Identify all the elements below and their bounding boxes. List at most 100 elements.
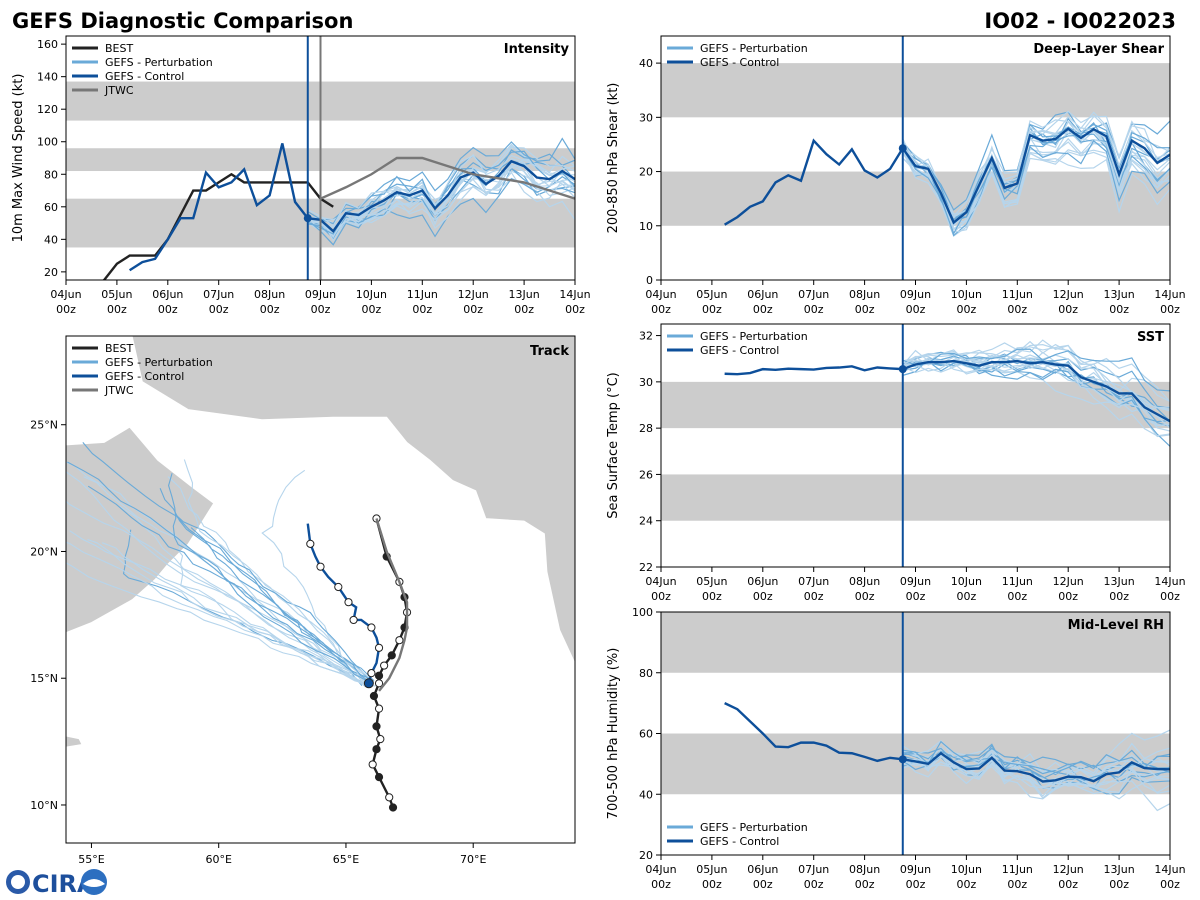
x-tick-label: 07Jun [203, 288, 234, 301]
y-axis-label: 700-500 hPa Humidity (%) [606, 648, 621, 820]
x-tick-label: 00z [804, 590, 824, 603]
y-tick-label: 10°N [30, 799, 58, 812]
x-tick-label: 00z [158, 303, 178, 316]
x-tick-label: 00z [1160, 590, 1180, 603]
perturbation-line [902, 360, 1170, 423]
track-point [374, 679, 384, 688]
x-tick-label: 12Jun [1053, 288, 1084, 301]
x-tick-label: 55°E [78, 853, 104, 866]
legend-label-best: BEST [105, 342, 133, 355]
track-best [371, 682, 395, 808]
x-tick-label: 04Jun [645, 863, 676, 876]
perturbation-track [87, 485, 368, 682]
track-point [306, 539, 315, 548]
panel-title: SST [1137, 330, 1164, 345]
x-tick-label: 05Jun [696, 575, 727, 588]
perturbation-track [66, 500, 371, 686]
perturbation-line [902, 349, 1170, 410]
x-tick-label: 04Jun [50, 288, 81, 301]
perturbation-track [66, 562, 366, 688]
x-tick-label: 00z [209, 303, 229, 316]
perturbation-track [82, 442, 363, 687]
x-tick-label: 12Jun [1053, 863, 1084, 876]
perturbation-track [190, 527, 373, 684]
track-point [376, 734, 385, 744]
y-tick-label: 30 [639, 111, 653, 124]
init-marker [303, 214, 312, 223]
x-tick-label: 00z [1058, 303, 1078, 316]
x-tick-label: 00z [702, 303, 722, 316]
panels: 2040608010012014016004Jun00z05Jun00z06Ju… [11, 35, 1186, 891]
x-tick-label: 00z [1058, 878, 1078, 891]
x-tick-label: 00z [311, 303, 331, 316]
x-tick-label: 00z [56, 303, 76, 316]
perturbation-line [902, 344, 1170, 411]
x-tick-label: 10Jun [951, 863, 982, 876]
y-tick-label: 20 [639, 166, 653, 179]
perturbation-track [66, 541, 366, 681]
x-tick-label: 00z [1058, 590, 1078, 603]
legend-label-perturbation: GEFS - Perturbation [700, 42, 808, 55]
panel-deep-layer-shear: 0 10 20 30 40 04Jun 00z 05Jun 00z 06Jun 00z 07Jun 00… [606, 35, 1186, 316]
track-point [374, 671, 384, 680]
perturbation-line [902, 359, 1170, 422]
x-tick-label: 60°E [205, 853, 231, 866]
x-tick-label: 06Jun [152, 288, 183, 301]
panel-sst: 22 24 26 28 30 32 04Jun 00z 05Jun 00z 06Jun 00z 07Ju… [606, 323, 1186, 603]
land-polygon [131, 336, 575, 664]
x-tick-label: 00z [1007, 590, 1027, 603]
track-point [380, 661, 389, 670]
track-point [388, 803, 398, 812]
y-tick-label: 120 [37, 103, 58, 116]
cira-logo: CIRA [6, 869, 107, 898]
y-tick-label: 40 [44, 233, 58, 246]
y-tick-label: 25°N [30, 419, 58, 432]
x-tick-label: 08Jun [849, 288, 880, 301]
x-tick-label: 05Jun [101, 288, 132, 301]
perturbation-line [307, 162, 575, 239]
legend-label-perturbation: GEFS - Perturbation [700, 330, 808, 343]
y-tick-label: 32 [639, 330, 653, 343]
x-tick-label: 00z [1007, 303, 1027, 316]
map-frame [65, 335, 576, 844]
perturbation-track [119, 505, 371, 684]
x-tick-label: 04Jun [645, 575, 676, 588]
perturbation-track [66, 471, 363, 685]
x-tick-label: 14Jun [1154, 288, 1185, 301]
x-tick-label: 14Jun [559, 288, 590, 301]
track-point [374, 772, 384, 782]
x-tick-label: 00z [702, 590, 722, 603]
threshold-band [661, 474, 1170, 521]
x-tick-label: 11Jun [1002, 288, 1033, 301]
series-gefs-control [724, 359, 1170, 423]
track-point [369, 691, 379, 701]
track-point [374, 704, 384, 713]
threshold-band [661, 171, 1170, 226]
perturbation-line [902, 348, 1170, 392]
y-tick-label: 20 [44, 266, 58, 279]
legend-label-control: GEFS - Control [700, 835, 779, 848]
x-tick-label: 00z [957, 878, 977, 891]
x-tick-label: 09Jun [900, 863, 931, 876]
x-tick-label: 14Jun [1154, 575, 1185, 588]
perturbation-line [307, 158, 575, 234]
y-tick-label: 140 [37, 71, 58, 84]
legend-label-control: GEFS - Control [105, 70, 184, 83]
x-tick-label: 05Jun [696, 863, 727, 876]
threshold-band [661, 63, 1170, 118]
x-tick-label: 65°E [333, 853, 359, 866]
y-tick-label: 160 [37, 38, 58, 51]
track-point [367, 669, 376, 678]
x-tick-label: 00z [651, 303, 671, 316]
y-axis-label: 10m Max Wind Speed (kt) [11, 74, 26, 243]
legend-label-jtwc: JTWC [104, 84, 134, 97]
x-tick-label: 00z [702, 878, 722, 891]
x-tick-label: 00z [651, 878, 671, 891]
x-tick-label: 00z [804, 303, 824, 316]
y-tick-label: 100 [632, 606, 653, 619]
x-tick-label: 07Jun [798, 288, 829, 301]
legend-label-control: GEFS - Control [105, 370, 184, 383]
perturbation-track [83, 476, 371, 679]
plot-area [661, 339, 1170, 521]
x-tick-label: 08Jun [254, 288, 285, 301]
